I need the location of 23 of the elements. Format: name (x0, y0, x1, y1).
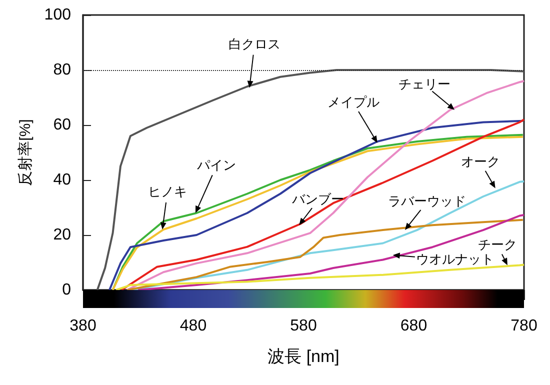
annotation: ラバーウッド (388, 194, 466, 210)
y-tick-label: 0 (62, 282, 72, 298)
y-tick-label: 80 (53, 62, 72, 78)
y-axis-title: 反射率[%] (17, 119, 34, 186)
y-tick-label: 40 (53, 172, 72, 188)
y-tick-label: 20 (53, 226, 72, 244)
y-tick-label: 100 (44, 6, 72, 24)
annotation: ヒノキ (148, 185, 187, 200)
x-tick-label: 580 (290, 318, 317, 334)
annotation: メイプル (327, 95, 380, 110)
y-tick-label: 60 (53, 116, 72, 134)
annotation: ウオルナット (416, 252, 494, 268)
annotation: オーク (460, 154, 500, 170)
annotation: 白クロス (228, 37, 280, 52)
annotation: チェリー (398, 77, 451, 92)
x-axis-title: 波長 [nm] (268, 347, 340, 366)
annotation: バンブー (291, 192, 344, 208)
annotation: チーク (478, 238, 517, 253)
x-tick-label: 380 (70, 318, 96, 334)
annotation: パイン (196, 158, 236, 174)
x-tick-label: 680 (400, 318, 428, 334)
x-tick-label: 780 (510, 318, 538, 334)
x-tick-label: 480 (180, 318, 207, 334)
